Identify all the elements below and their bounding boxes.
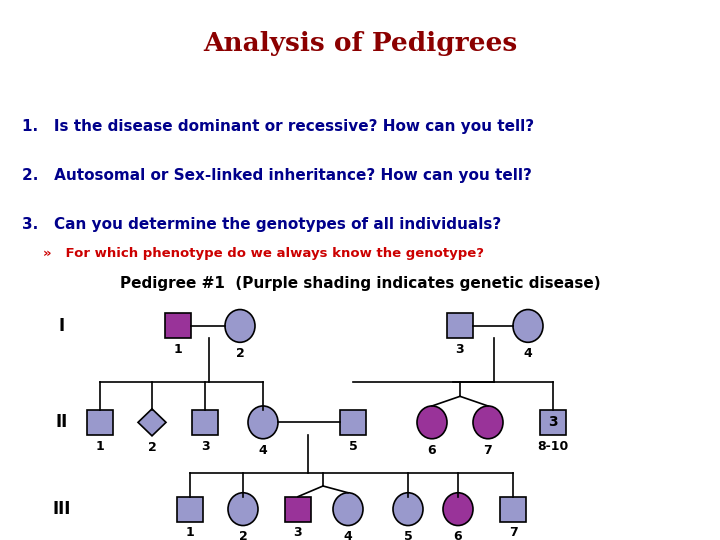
Bar <box>540 410 566 435</box>
Text: 4: 4 <box>258 443 267 457</box>
Text: III: III <box>53 500 71 518</box>
Bar <box>192 410 218 435</box>
Text: 7: 7 <box>508 526 518 539</box>
Text: 3: 3 <box>294 526 302 539</box>
Text: 1: 1 <box>186 526 194 539</box>
Text: 3: 3 <box>201 440 210 453</box>
Bar <box>165 313 191 339</box>
Text: 2: 2 <box>238 530 248 540</box>
Text: 2: 2 <box>235 347 244 360</box>
Text: I: I <box>59 317 65 335</box>
Ellipse shape <box>333 492 363 525</box>
Bar <box>447 313 473 339</box>
Text: 7: 7 <box>484 443 492 457</box>
Text: Pedigree #1  (Purple shading indicates genetic disease): Pedigree #1 (Purple shading indicates ge… <box>120 276 600 291</box>
Text: 3: 3 <box>548 415 558 429</box>
Text: 2.   Autosomal or Sex-linked inheritance? How can you tell?: 2. Autosomal or Sex-linked inheritance? … <box>22 168 531 183</box>
Text: 4: 4 <box>343 530 352 540</box>
Polygon shape <box>138 409 166 436</box>
Ellipse shape <box>393 492 423 525</box>
Text: 6: 6 <box>454 530 462 540</box>
Ellipse shape <box>443 492 473 525</box>
Ellipse shape <box>513 309 543 342</box>
Text: 1.   Is the disease dominant or recessive? How can you tell?: 1. Is the disease dominant or recessive?… <box>22 119 534 134</box>
Text: Analysis of Pedigrees: Analysis of Pedigrees <box>203 31 517 56</box>
Text: 2: 2 <box>148 441 156 454</box>
Text: »   For which phenotype do we always know the genotype?: » For which phenotype do we always know … <box>43 247 484 260</box>
Ellipse shape <box>225 309 255 342</box>
Text: 5: 5 <box>348 440 357 453</box>
Text: 5: 5 <box>404 530 413 540</box>
Ellipse shape <box>228 492 258 525</box>
Bar <box>340 410 366 435</box>
Text: 1: 1 <box>174 343 182 356</box>
Bar <box>285 497 311 522</box>
Text: 8-10: 8-10 <box>537 440 569 453</box>
Text: 3: 3 <box>456 343 464 356</box>
Text: 6: 6 <box>428 443 436 457</box>
Ellipse shape <box>473 406 503 438</box>
Text: 1: 1 <box>96 440 104 453</box>
Ellipse shape <box>248 406 278 438</box>
Bar <box>500 497 526 522</box>
Ellipse shape <box>417 406 447 438</box>
Text: II: II <box>56 413 68 431</box>
Text: 4: 4 <box>523 347 532 360</box>
Bar <box>177 497 203 522</box>
Bar <box>87 410 113 435</box>
Text: 3.   Can you determine the genotypes of all individuals?: 3. Can you determine the genotypes of al… <box>22 217 501 232</box>
